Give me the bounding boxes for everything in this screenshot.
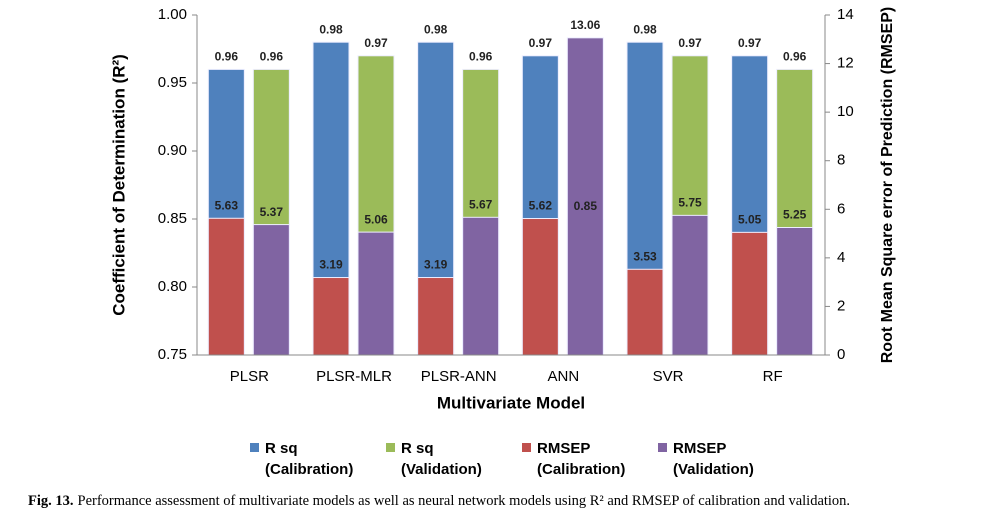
legend-item: R sq (Calibration) <box>250 438 368 480</box>
value-label: 0.97 <box>678 36 702 50</box>
value-label: 5.67 <box>469 197 493 211</box>
legend-label: RMSEP (Calibration) <box>537 440 626 478</box>
y2-tick-label: 6 <box>837 200 845 217</box>
x-tick-label: SVR <box>653 368 684 385</box>
bar <box>207 217 245 356</box>
value-label: 3.19 <box>424 258 448 272</box>
caption-text: Performance assessment of multivariate m… <box>77 493 851 509</box>
y-tick-label: 0.80 <box>158 278 187 295</box>
legend-swatch <box>522 443 531 452</box>
value-label: 0.97 <box>529 36 553 50</box>
bar <box>462 216 500 356</box>
x-tick-label: ANN <box>547 368 579 385</box>
x-axis-title: Multivariate Model <box>437 393 585 412</box>
y2-tick-label: 0 <box>837 346 845 363</box>
legend-label: R sq (Validation) <box>401 440 482 478</box>
y-tick-label: 0.85 <box>158 210 187 227</box>
x-tick-label: PLSR-ANN <box>421 368 497 385</box>
legend: R sq (Calibration) R sq (Validation) RMSEP… <box>250 438 776 480</box>
value-label: 5.62 <box>529 199 553 213</box>
y2-tick-label: 8 <box>837 152 845 169</box>
y-tick-label: 0.90 <box>158 142 187 159</box>
bar <box>252 224 290 356</box>
y-axis-title: Coefficient of Determination (R²) <box>109 54 128 316</box>
legend-item: RMSEP (Calibration) <box>522 438 640 480</box>
value-label: 0.96 <box>783 50 807 64</box>
legend-item: R sq (Validation) <box>386 438 504 480</box>
y2-axis-title: Root Mean Square error of Prediction (RM… <box>879 7 896 363</box>
value-label: 5.75 <box>678 196 702 210</box>
bar <box>626 268 664 356</box>
caption: Fig. 13. Performance assessment of multiv… <box>28 493 850 510</box>
bar <box>671 214 709 356</box>
y2-tick-label: 14 <box>837 6 854 23</box>
bar <box>731 231 769 356</box>
value-label: 0.98 <box>319 22 343 36</box>
y2-tick-label: 4 <box>837 249 845 266</box>
bar <box>417 277 455 356</box>
y2-tick-label: 10 <box>837 103 854 120</box>
legend-swatch <box>386 443 395 452</box>
caption-label: Fig. 13. <box>28 493 74 509</box>
value-label: 13.06 <box>570 18 600 32</box>
value-label: 0.96 <box>215 50 239 64</box>
legend-label: R sq (Calibration) <box>265 440 354 478</box>
bars <box>207 37 814 356</box>
x-tick-label: PLSR-MLR <box>316 368 392 385</box>
y-tick-label: 0.75 <box>158 346 187 363</box>
value-label: 0.98 <box>633 22 657 36</box>
value-label: 0.98 <box>424 22 448 36</box>
value-label: 0.97 <box>738 36 762 50</box>
value-label: 5.25 <box>783 208 807 222</box>
chart: Coefficient of Determination (R²) Root M… <box>109 6 896 413</box>
value-label: 3.19 <box>319 258 343 272</box>
axes: 0.75 0.80 0.85 0.90 0.95 1.00 0 2 4 6 8 10 12 14 PLSR P… <box>158 6 854 385</box>
value-label: 0.96 <box>469 50 493 64</box>
bar <box>357 231 395 356</box>
value-label: 0.85 <box>574 199 598 213</box>
bar <box>521 218 559 356</box>
y-tick-label: 0.95 <box>158 74 187 91</box>
bar <box>566 37 604 356</box>
legend-swatch <box>250 443 259 452</box>
legend-item: RMSEP (Validation) <box>658 438 776 480</box>
value-label: 5.63 <box>215 198 239 212</box>
y2-tick-label: 12 <box>837 55 854 72</box>
y-tick-label: 1.00 <box>158 6 187 23</box>
y2-tick-label: 2 <box>837 297 845 314</box>
value-label: 0.96 <box>260 50 284 64</box>
legend-swatch <box>658 443 667 452</box>
bar <box>312 277 350 356</box>
legend-label: RMSEP (Validation) <box>673 440 754 478</box>
x-tick-label: RF <box>763 368 783 385</box>
value-label: 5.05 <box>738 213 762 227</box>
value-label: 3.53 <box>633 249 657 263</box>
value-label: 5.37 <box>260 205 284 219</box>
x-tick-label: PLSR <box>230 368 269 385</box>
value-label: 5.06 <box>364 212 388 226</box>
bar <box>776 227 814 356</box>
value-label: 0.97 <box>364 36 388 50</box>
value-labels: 0.96 0.98 0.98 0.97 0.98 0.97 0.96 0.97 0.96 0.85… <box>215 18 807 272</box>
